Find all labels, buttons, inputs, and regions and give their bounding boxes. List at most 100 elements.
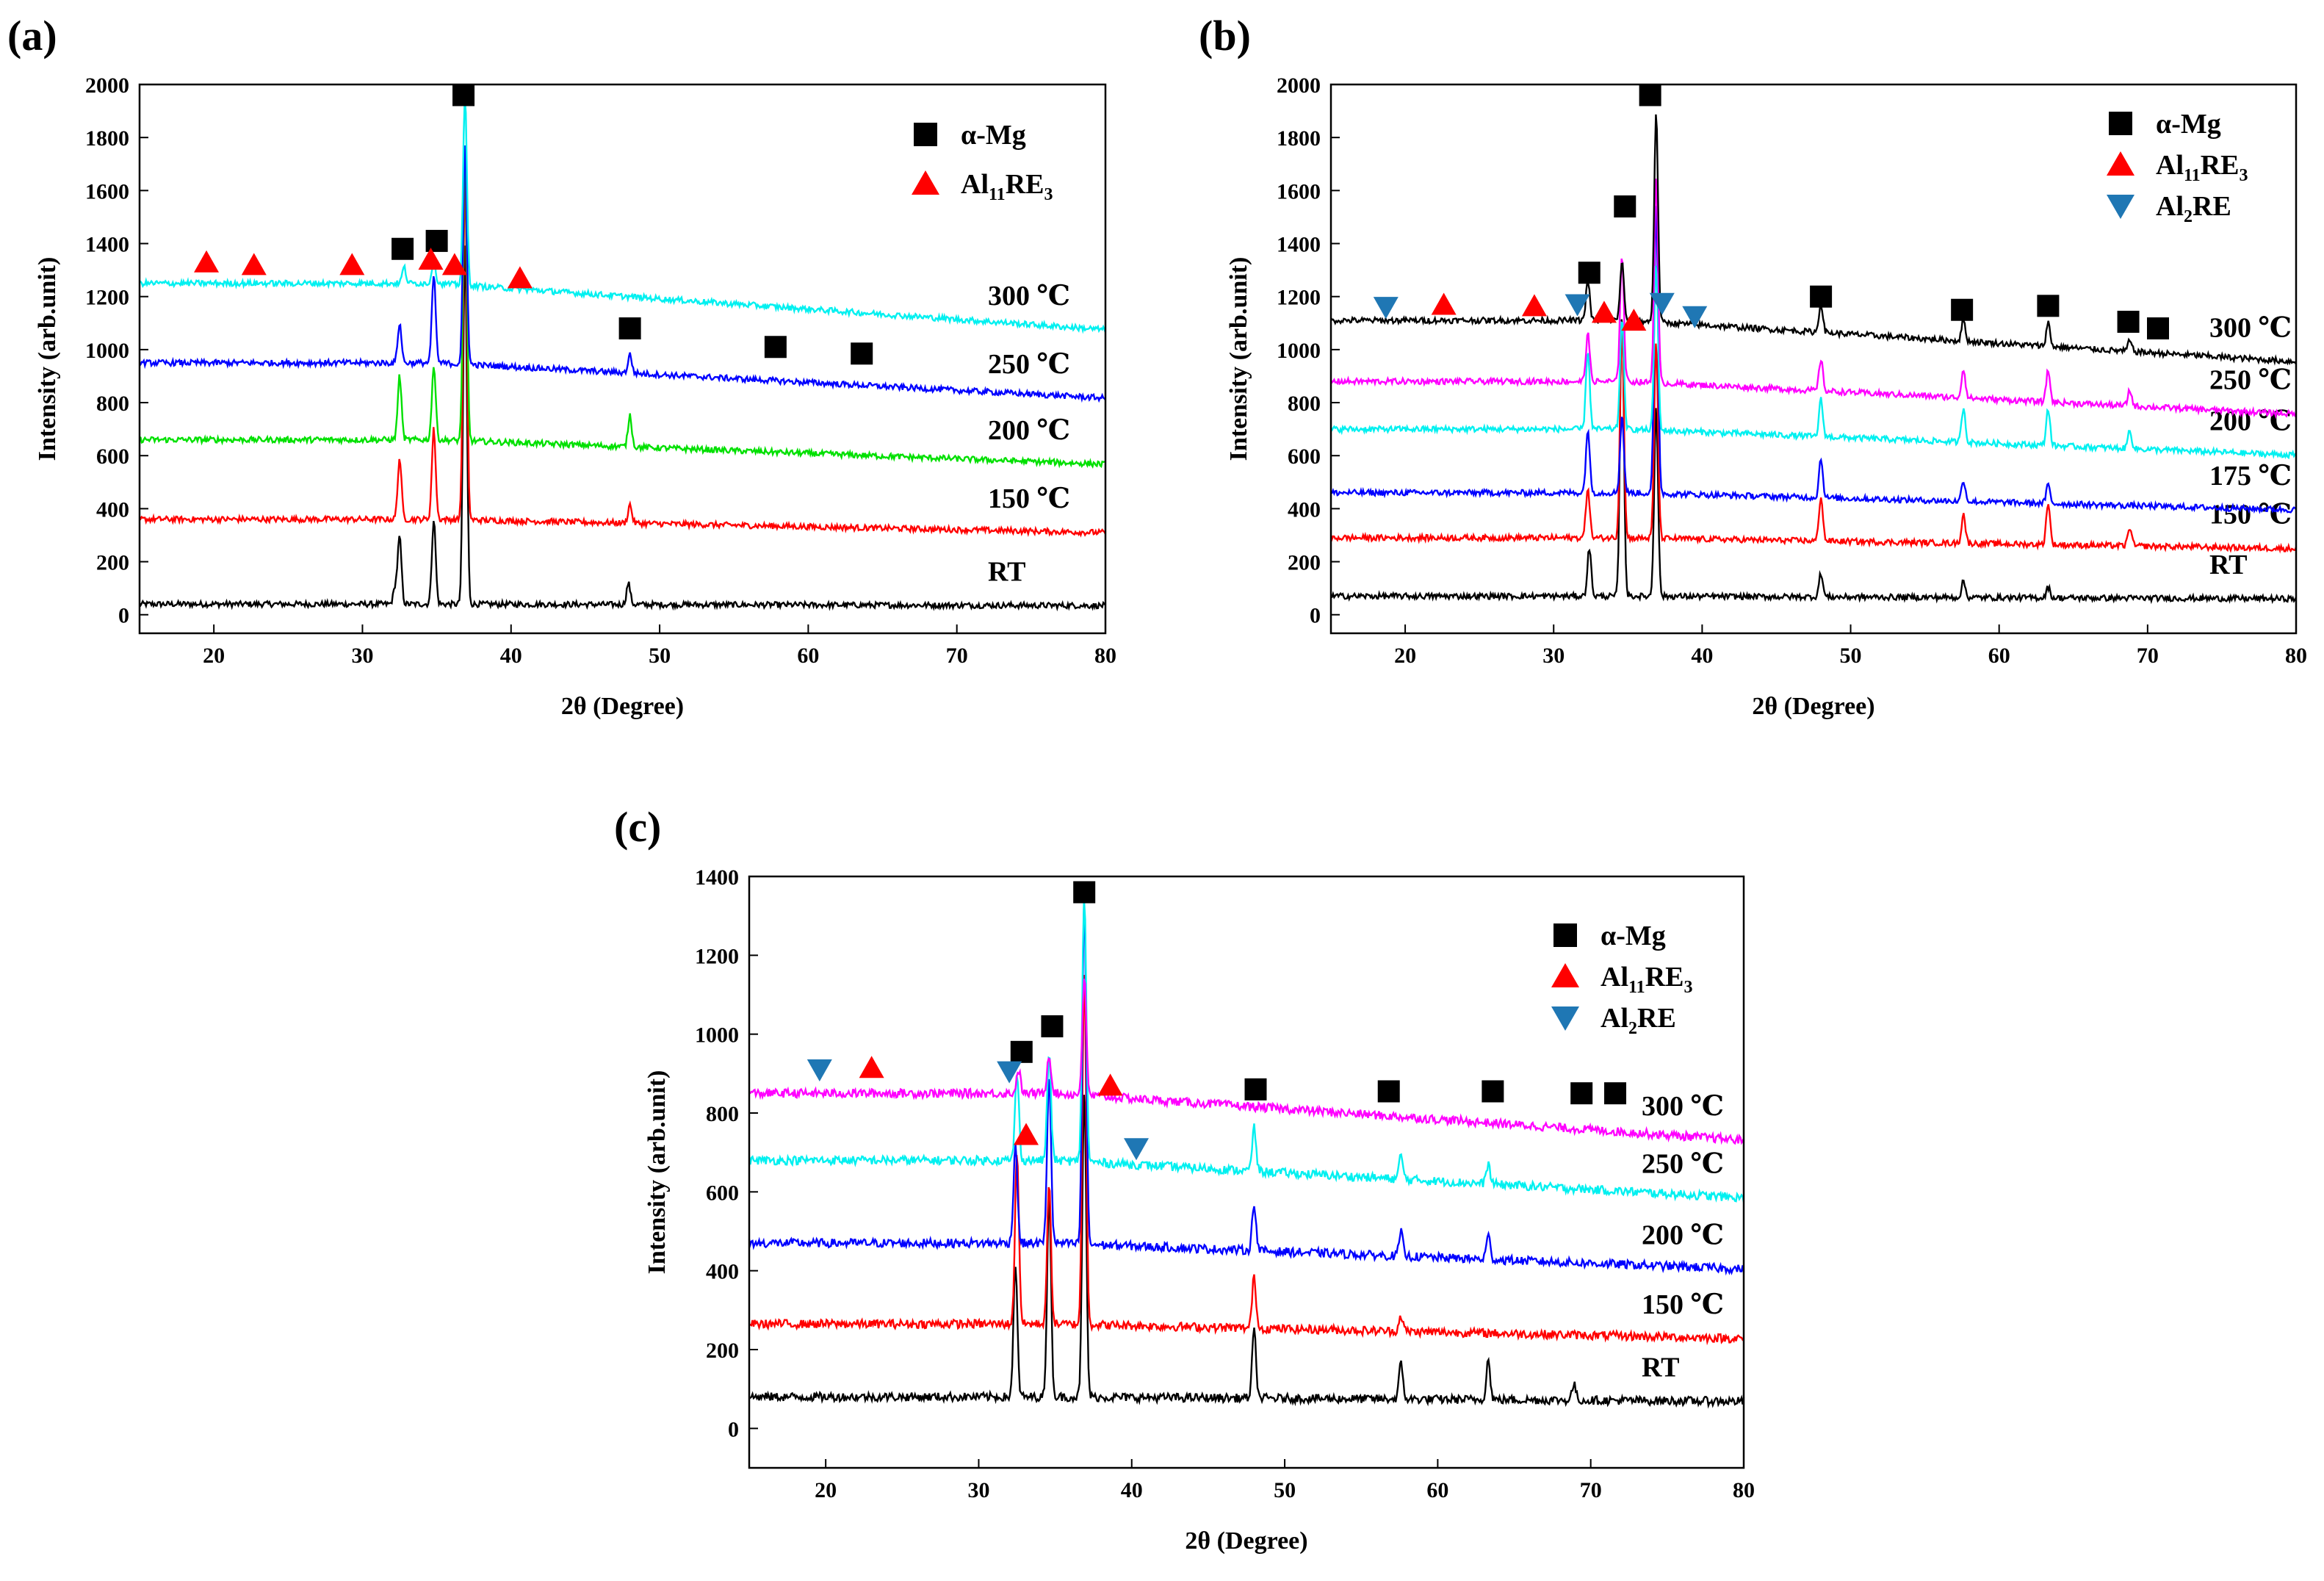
alpha-mg-marker: [391, 237, 414, 260]
y-tick-label: 1400: [695, 865, 739, 890]
y-tick-label: 800: [1288, 392, 1321, 416]
legend-label: Al2RE: [1601, 1003, 1676, 1038]
panel-label: (a): [7, 12, 57, 60]
y-tick-label: 1400: [1277, 233, 1321, 257]
al2re-marker: [806, 1059, 832, 1081]
x-tick-label: 20: [1394, 644, 1416, 668]
y-tick-label: 1000: [695, 1023, 739, 1048]
plot-frame: [138, 83, 1107, 635]
al2re-marker: [1124, 1138, 1150, 1161]
plot-frame: [748, 875, 1745, 1469]
alpha-mg-marker: [1604, 1082, 1627, 1105]
series-label: RT: [1642, 1352, 1679, 1383]
alpha-mg-marker: [618, 317, 641, 339]
y-tick-label: 2000: [85, 73, 129, 98]
y-tick-label: 400: [1288, 497, 1321, 522]
series-line: [139, 145, 1106, 469]
series-line: [748, 974, 1744, 1346]
y-tick-label: 1200: [85, 286, 129, 310]
series-line: [1329, 179, 2297, 419]
alpha-mg-marker: [2117, 310, 2140, 333]
legend-triangle-down-icon: [1551, 1006, 1579, 1031]
series-line: [138, 179, 1107, 538]
y-tick-label: 1000: [1277, 339, 1321, 363]
series-line: [139, 98, 1107, 334]
series-line: [1330, 114, 2298, 366]
alpha-mg-marker: [1010, 1040, 1033, 1063]
series-line: [1329, 325, 2298, 554]
x-tick-label: 70: [1580, 1478, 1602, 1502]
al11re3-marker: [1014, 1123, 1039, 1145]
al11re3-marker: [1431, 292, 1457, 315]
al2re-marker: [997, 1061, 1022, 1084]
y-tick-label: 1800: [85, 126, 129, 151]
y-axis-title: Intensity (arb.unit): [1225, 257, 1252, 461]
x-tick-label: 50: [1274, 1478, 1296, 1502]
series-line: [138, 245, 1106, 612]
y-tick-label: 0: [118, 604, 129, 628]
y-tick-label: 400: [96, 497, 129, 522]
panel-label: (c): [614, 803, 661, 851]
x-tick-label: 40: [500, 644, 522, 668]
series-line: [1330, 265, 2297, 460]
series-label: 250 ℃: [1642, 1148, 1724, 1179]
x-tick-label: 60: [1988, 644, 2010, 668]
x-tick-label: 60: [797, 644, 819, 668]
legend-label: Al11RE3: [2156, 150, 2248, 185]
x-tick-label: 40: [1121, 1478, 1143, 1502]
al11re3-marker: [1621, 309, 1647, 331]
series-line: [748, 1095, 1745, 1409]
x-tick-label: 50: [1840, 644, 1862, 668]
x-tick-label: 70: [946, 644, 968, 668]
y-tick-label: 1200: [1277, 286, 1321, 310]
x-tick-label: 30: [1542, 644, 1565, 668]
alpha-mg-marker: [1041, 1015, 1064, 1037]
series-label: 300 ℃: [988, 281, 1070, 311]
y-tick-label: 200: [1288, 551, 1321, 575]
y-tick-label: 1200: [695, 944, 739, 968]
alpha-mg-marker: [1951, 298, 1974, 321]
x-tick-label: 30: [967, 1478, 989, 1502]
legend-label: α-Mg: [961, 120, 1026, 151]
legend-label: Al2RE: [2156, 191, 2231, 226]
alpha-mg-marker: [1639, 84, 1661, 107]
x-tick-label: 80: [2285, 644, 2307, 668]
legend-label: Al11RE3: [961, 169, 1053, 204]
y-tick-label: 800: [96, 392, 129, 416]
alpha-mg-marker: [851, 342, 873, 365]
y-tick-label: 1400: [85, 233, 129, 257]
series-label: 300 ℃: [1642, 1091, 1724, 1122]
y-tick-label: 600: [1288, 444, 1321, 469]
alpha-mg-marker: [425, 229, 448, 252]
al2re-marker: [1682, 306, 1708, 328]
legend-square-icon: [2109, 112, 2132, 135]
y-tick-label: 0: [1310, 604, 1321, 628]
x-tick-label: 70: [2137, 644, 2159, 668]
series-line: [1330, 206, 2297, 514]
legend-triangle-up-icon: [912, 170, 939, 195]
series-line: [748, 901, 1745, 1276]
x-tick-label: 20: [815, 1478, 837, 1502]
alpha-mg-marker: [1614, 195, 1636, 217]
x-tick-label: 40: [1691, 644, 1713, 668]
y-tick-label: 1800: [1277, 126, 1321, 151]
y-tick-label: 0: [728, 1417, 739, 1441]
alpha-mg-marker: [1244, 1078, 1267, 1101]
alpha-mg-marker: [2037, 295, 2060, 317]
series-label: 150 ℃: [988, 483, 1070, 514]
series-label: RT: [988, 556, 1025, 587]
y-tick-label: 600: [706, 1181, 739, 1205]
alpha-mg-marker: [764, 336, 787, 359]
y-axis-title: Intensity (arb.unit): [643, 1070, 671, 1275]
x-tick-label: 80: [1733, 1478, 1755, 1502]
series-label: 150 ℃: [2209, 500, 2292, 530]
alpha-mg-marker: [1578, 262, 1601, 284]
series-line: [748, 898, 1745, 1203]
panel-label: (b): [1199, 12, 1251, 60]
al11re3-marker: [194, 250, 220, 273]
y-tick-label: 200: [706, 1339, 739, 1363]
y-tick-label: 1000: [85, 339, 129, 363]
alpha-mg-marker: [2146, 317, 2169, 339]
series-line: [139, 145, 1106, 403]
